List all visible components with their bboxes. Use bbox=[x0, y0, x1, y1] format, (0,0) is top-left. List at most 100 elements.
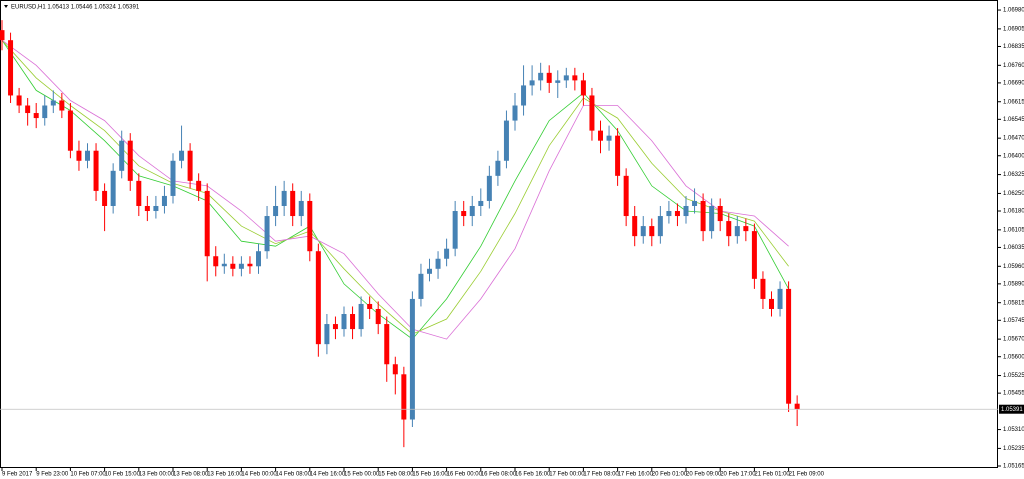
candle-body bbox=[281, 190, 287, 206]
candle-body bbox=[119, 140, 125, 171]
y-tick-label: 1.05890 bbox=[1003, 281, 1024, 287]
candle-body bbox=[358, 303, 364, 330]
candle-body bbox=[33, 113, 39, 119]
candle-body bbox=[324, 324, 330, 345]
x-tick-label: 20 Feb 17:00 bbox=[720, 472, 756, 478]
candle-body bbox=[751, 231, 757, 279]
y-tick-label: 1.06325 bbox=[1003, 172, 1024, 178]
candle-body bbox=[700, 200, 706, 232]
y-tick-label: 1.05455 bbox=[1003, 391, 1024, 397]
candle-body bbox=[478, 200, 484, 206]
candle-body bbox=[76, 150, 82, 161]
candle-body bbox=[59, 100, 65, 111]
candle-body bbox=[332, 324, 338, 330]
candle-body bbox=[632, 216, 638, 237]
x-tick-label: 20 Feb 01:00 bbox=[652, 472, 688, 478]
candle-body bbox=[196, 180, 202, 191]
candle-body bbox=[521, 85, 527, 106]
candle-body bbox=[170, 160, 176, 196]
candle-body bbox=[563, 75, 569, 81]
candle-body bbox=[657, 216, 663, 237]
price-label-box bbox=[999, 404, 1024, 414]
last-high: 1.05446 bbox=[71, 4, 93, 10]
candle-body bbox=[640, 226, 646, 237]
candle-body bbox=[8, 40, 14, 96]
candle-body bbox=[307, 200, 313, 252]
candle-body bbox=[230, 263, 236, 269]
candle-body bbox=[409, 298, 415, 420]
candle-body bbox=[777, 288, 783, 309]
ribbon-line bbox=[1, 39, 789, 335]
candle-body bbox=[392, 364, 398, 375]
candle-body bbox=[529, 80, 535, 86]
candle-body bbox=[264, 216, 270, 252]
candle-body bbox=[136, 180, 142, 206]
x-tick-label: 9 Feb 2017 bbox=[2, 472, 33, 478]
candle-body bbox=[572, 75, 578, 81]
price-label: 1.05391 bbox=[1001, 407, 1023, 413]
symbol: EURUSD,H1 bbox=[11, 4, 46, 10]
x-tick-label: 13 Feb 00:00 bbox=[139, 472, 175, 478]
last-low: 1.05324 bbox=[94, 4, 116, 10]
candle-body bbox=[452, 211, 458, 249]
y-tick-label: 1.05600 bbox=[1003, 354, 1024, 360]
candle-body bbox=[555, 80, 561, 83]
candle-body bbox=[469, 205, 475, 217]
y-tick-label: 1.05310 bbox=[1003, 427, 1024, 433]
candle-body bbox=[580, 80, 586, 96]
candle-body bbox=[538, 72, 544, 81]
candle-body bbox=[615, 135, 621, 176]
last-close: 1.05391 bbox=[117, 4, 139, 10]
candle-body bbox=[589, 95, 595, 131]
x-tick-label: 17 Feb 16:00 bbox=[618, 472, 654, 478]
ribbon-line bbox=[1, 39, 789, 340]
candle-body bbox=[102, 190, 108, 206]
x-tick-label: 20 Feb 09:00 bbox=[686, 472, 722, 478]
candle-body bbox=[247, 263, 253, 267]
y-tick-label: 1.06690 bbox=[1003, 80, 1024, 86]
x-tick-label: 10 Feb 07:00 bbox=[70, 472, 106, 478]
candle-body bbox=[93, 150, 99, 191]
candle-body bbox=[512, 105, 518, 121]
y-tick-label: 1.06180 bbox=[1003, 209, 1024, 215]
candle-body bbox=[298, 200, 304, 217]
candle-body bbox=[401, 374, 407, 420]
candle-body bbox=[367, 303, 373, 309]
y-tick-label: 1.05165 bbox=[1003, 464, 1024, 470]
candle-body bbox=[221, 263, 227, 267]
candle-body bbox=[25, 105, 31, 114]
candle-body bbox=[127, 140, 133, 181]
y-tick-label: 1.06760 bbox=[1003, 63, 1024, 69]
candle-body bbox=[444, 248, 450, 259]
y-tick-label: 1.06835 bbox=[1003, 44, 1024, 50]
last-open: 1.05413 bbox=[47, 4, 69, 10]
candle-body bbox=[144, 205, 150, 212]
x-tick-label: 14 Feb 00:00 bbox=[241, 472, 277, 478]
candle-body bbox=[290, 190, 296, 217]
candle-body bbox=[461, 211, 467, 217]
x-tick-label: 16 Feb 00:00 bbox=[447, 472, 483, 478]
x-tick-label: 14 Feb 08:00 bbox=[276, 472, 312, 478]
candle-body bbox=[161, 195, 167, 206]
candle-body bbox=[692, 200, 698, 206]
ribbon-line bbox=[1, 39, 789, 340]
candle-body bbox=[375, 308, 381, 325]
y-tick-label: 1.06470 bbox=[1003, 136, 1024, 142]
candle-body bbox=[435, 258, 441, 269]
x-tick-label: 17 Feb 00:00 bbox=[549, 472, 585, 478]
x-tick-label: 17 Feb 08:00 bbox=[583, 472, 619, 478]
candle-body bbox=[238, 263, 244, 269]
candle-body bbox=[179, 150, 185, 161]
y-tick-label: 1.06905 bbox=[1003, 26, 1024, 32]
candle-body bbox=[341, 314, 347, 330]
y-tick-label: 1.05745 bbox=[1003, 318, 1024, 324]
candle-body bbox=[50, 100, 56, 106]
candle-body bbox=[709, 205, 715, 232]
candle-body bbox=[256, 251, 261, 267]
candle-body bbox=[384, 324, 390, 365]
candle-body bbox=[794, 403, 800, 410]
y-tick-label: 1.05525 bbox=[1003, 373, 1024, 379]
candle-body bbox=[153, 205, 159, 212]
x-tick-label: 15 Feb 00:00 bbox=[344, 472, 380, 478]
